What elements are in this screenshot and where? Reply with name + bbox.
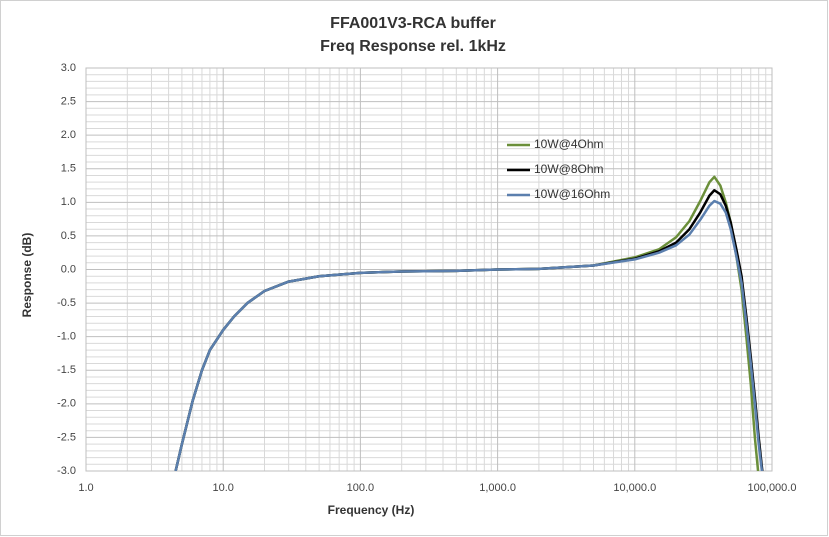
y-tick-label: -0.5 — [57, 297, 76, 309]
y-tick-label: 1.5 — [61, 163, 76, 175]
y-tick-label: 2.5 — [61, 95, 76, 107]
line — [174, 199, 764, 471]
x-tick-label: 1.0 — [78, 482, 93, 494]
x-tick-label: 10.0 — [212, 482, 233, 494]
y-tick-label: -2.5 — [57, 431, 76, 443]
y-tick-label: 3.0 — [61, 62, 76, 74]
legend-label: 10W@8Ohm — [534, 162, 604, 176]
y-tick-label: -1.5 — [57, 364, 76, 376]
plot-border — [85, 67, 773, 472]
y-tick-label: 0.0 — [61, 263, 76, 275]
x-tick-label: 10,000.0 — [613, 482, 656, 494]
y-tick-label: -1.0 — [57, 331, 76, 343]
y-axis-title: Response (dB) — [20, 233, 34, 318]
y-tick-label: 0.5 — [61, 230, 76, 242]
y-tick-label: 1.0 — [61, 196, 76, 208]
series-group — [174, 199, 764, 471]
x-axis-title: Frequency (Hz) — [328, 503, 415, 517]
legend-label: 10W@16Ohm — [534, 187, 610, 201]
chart-subtitle: Freq Response rel. 1kHz — [320, 38, 506, 55]
x-tick-label: 1,000.0 — [479, 482, 516, 494]
x-tick-label: 100,000.0 — [748, 482, 797, 494]
chart-title: FFA001V3-RCA buffer — [330, 15, 496, 32]
legend-label: 10W@4Ohm — [534, 137, 604, 151]
y-tick-label: -3.0 — [57, 465, 76, 477]
y-tick-label: -2.0 — [57, 398, 76, 410]
y-tick-label: 2.0 — [61, 129, 76, 141]
x-tick-label: 100.0 — [347, 482, 375, 494]
